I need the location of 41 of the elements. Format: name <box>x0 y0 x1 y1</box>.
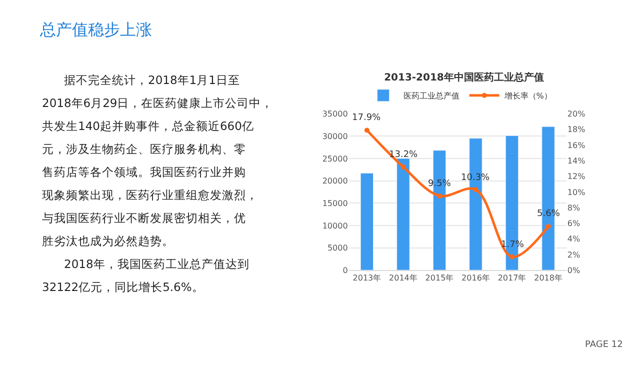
bar <box>360 172 374 270</box>
point <box>400 164 406 170</box>
text: PAGE 12 <box>585 340 623 350</box>
y2-tick-label: 10% <box>567 188 586 197</box>
y2-tick-label: 4% <box>567 234 580 244</box>
y2-tick-label: 0% <box>567 266 580 275</box>
y2-tick-label: 8% <box>567 203 580 212</box>
y2-tick-label: 14% <box>567 156 586 166</box>
x-tick-label: 2014年 <box>389 274 418 283</box>
y-tick-label: 30000 <box>322 132 348 141</box>
data-label: 17.9% <box>352 113 382 123</box>
y2-tick-label: 2% <box>567 250 580 260</box>
text: 总产值稳步上涨 <box>39 20 152 39</box>
y-tick-label: 10000 <box>322 221 348 230</box>
y-tick-label: 25000 <box>322 154 348 164</box>
point <box>510 254 514 260</box>
x-tick-label: 2016年 <box>462 274 490 283</box>
legend-label: 增长率（%） <box>503 92 552 101</box>
point <box>364 128 370 133</box>
point <box>546 224 551 229</box>
x-tick-label: 2013年 <box>352 274 382 283</box>
y2-tick-label: 6% <box>567 219 580 228</box>
text: 据不完全统计，2018年1月1日至2018年6月29日，在医药健康上市公司中，共发生140起并购事件，总金额近660亿元，涉及生物药企、医疗服务机构、零售药店等各个领域。我国医药行业并购现象频繁出现，医药行业重组愈发激烈，与我国医药行业不断发展密切相关，优胜劣汰也成为必然趋势。 <box>42 73 274 248</box>
y-tick-label: 35000 <box>322 110 348 119</box>
x-tick-label: 2017年 <box>498 274 526 283</box>
y2-tick-label: 18% <box>567 125 586 134</box>
y-tick-label: 15000 <box>322 198 348 208</box>
y-tick-label: 20000 <box>322 176 348 186</box>
x-tick-label: 2018年 <box>534 274 562 283</box>
x-tick-label: 2015年 <box>425 274 454 283</box>
chart-title: 2013-2018年中国医药工业总产值 <box>384 72 544 84</box>
y2-tick-label: 12% <box>567 172 586 182</box>
y-tick-label: 0 <box>342 266 348 275</box>
y-tick-label: 5000 <box>327 244 348 253</box>
text: 2018年，我国医药工业总产值达到32122亿元，同比增长5.6%。 <box>42 257 250 294</box>
y2-tick-label: 20% <box>567 110 586 119</box>
point <box>436 193 442 198</box>
point <box>473 187 478 192</box>
legend-label: 医药工业总产值 <box>403 92 460 101</box>
bar <box>396 158 410 270</box>
y2-tick-label: 16% <box>567 140 586 150</box>
